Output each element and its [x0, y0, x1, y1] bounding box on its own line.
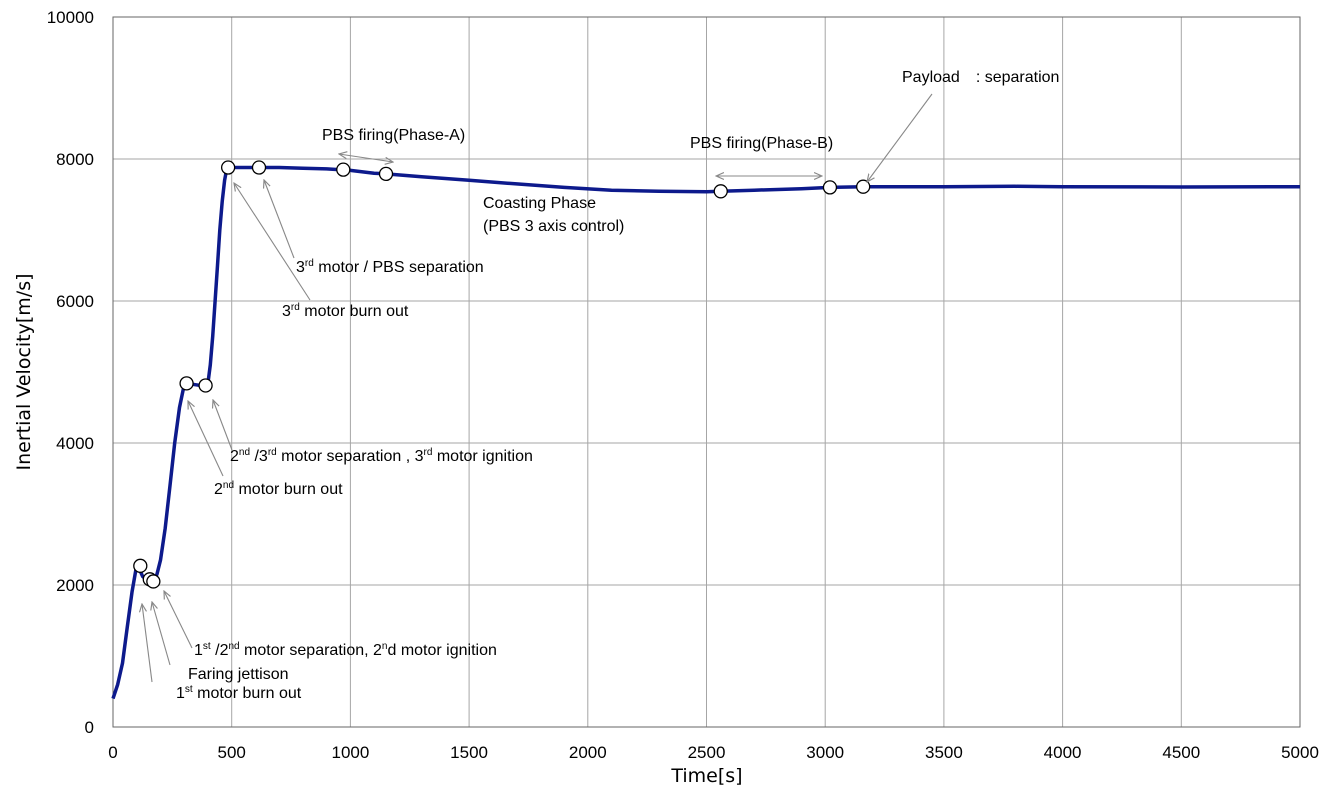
arrow-phase-a: [339, 154, 393, 162]
annotation-3rd-motor-burn-out: 3rd motor burn out: [282, 302, 409, 320]
event-marker: [336, 162, 351, 177]
x-tick-label: 1000: [331, 743, 369, 762]
y-tick-label: 10000: [47, 8, 94, 27]
y-tick-label: 6000: [56, 292, 94, 311]
event-marker: [856, 179, 871, 194]
annotation-pbs-3-axis-control: (PBS 3 axis control): [483, 218, 624, 235]
annotation-1st-motor-burn-out: 1st motor burn out: [176, 684, 302, 702]
annotation-coasting-phase: Coasting Phase: [483, 195, 596, 212]
annotation-2nd-motor-burn-out: 2nd motor burn out: [214, 480, 343, 498]
x-tick-label: 500: [218, 743, 246, 762]
annotation-2nd-3rd-motor-separation: 2nd /3rd motor separation , 3rd motor ig…: [230, 447, 533, 465]
annotation-3rd-motor-pbs-separation: 3rd motor / PBS separation: [296, 258, 484, 276]
x-tick-label: 5000: [1281, 743, 1319, 762]
annotation-faring-jettison: Faring jettison: [188, 666, 289, 683]
event-marker: [713, 184, 728, 199]
y-tick-label: 8000: [56, 150, 94, 169]
x-tick-label: 4000: [1044, 743, 1082, 762]
arrow-2nd-burnout: [188, 401, 224, 477]
y-tick-label: 0: [85, 718, 94, 737]
event-marker: [822, 180, 838, 195]
arrow-1st-burnout: [142, 604, 153, 683]
annotation-pbs-firing-phase-a: PBS firing(Phase-A): [322, 127, 465, 144]
x-tick-label: 1500: [450, 743, 488, 762]
arrow-3rd-burnout: [234, 183, 311, 301]
plot-area-frame: [112, 16, 1301, 728]
event-marker: [146, 574, 161, 589]
y-axis-ticks: 0 2000 4000 6000 8000 10000: [47, 8, 94, 737]
event-marker: [133, 558, 148, 573]
x-tick-label: 4500: [1162, 743, 1200, 762]
x-tick-label: 3500: [925, 743, 963, 762]
annotation-pbs-firing-phase-b: PBS firing(Phase-B): [690, 135, 833, 152]
x-axis-ticks: 0 500 1000 1500 2000 2500 3000 3500 4000 4500 5000: [108, 743, 1319, 762]
arrow-3rd-pbs-sep: [264, 180, 295, 259]
y-tick-label: 4000: [56, 434, 94, 453]
arrow-faring: [152, 602, 171, 666]
annotation-arrows: [142, 93, 933, 683]
event-marker: [198, 378, 213, 393]
arrow-1st-2nd-sep: [164, 591, 193, 649]
annotation-payload-separation: Payload : separation: [902, 69, 1059, 86]
arrow-2nd-3rd-sep: [213, 400, 233, 451]
y-tick-label: 2000: [56, 576, 94, 595]
x-axis-label: Time[s]: [670, 765, 742, 787]
arrow-payload-sep: [867, 93, 933, 182]
y-axis-label: Inertial Velocity[m/s]: [13, 273, 35, 470]
x-tick-label: 0: [108, 743, 117, 762]
event-marker: [220, 160, 236, 175]
x-tick-label: 3000: [806, 743, 844, 762]
event-marker: [251, 160, 267, 175]
event-marker: [179, 376, 194, 391]
grid: [113, 17, 1300, 727]
annotation-1st-2nd-motor-separation: 1st /2nd motor separation, 2nd motor ign…: [194, 641, 497, 659]
x-tick-label: 2500: [688, 743, 726, 762]
x-tick-label: 2000: [569, 743, 607, 762]
event-marker: [378, 166, 394, 182]
